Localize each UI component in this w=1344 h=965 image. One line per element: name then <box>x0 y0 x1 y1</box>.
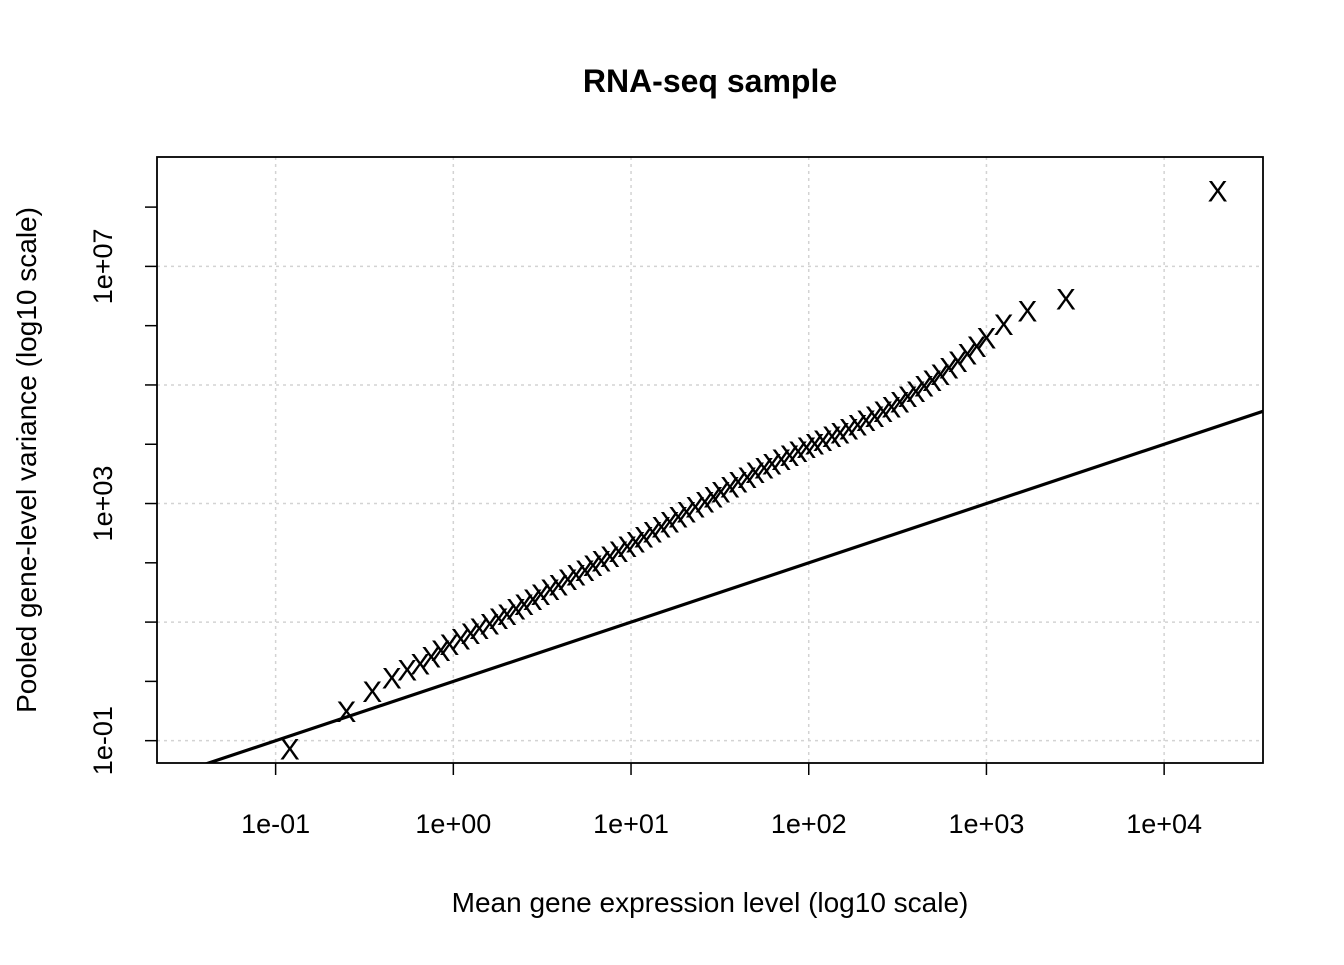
data-point: X <box>506 593 526 626</box>
data-point: X <box>796 432 816 465</box>
data-point: X <box>865 401 885 434</box>
data-point: X <box>591 546 611 579</box>
y-tick-label: 1e+07 <box>88 228 118 304</box>
y-tick-label: 1e+03 <box>88 466 118 542</box>
data-point: X <box>788 436 808 469</box>
data-point: X <box>685 492 705 525</box>
data-point: X <box>930 359 950 392</box>
x-axis-label: Mean gene expression level (log10 scale) <box>452 887 969 918</box>
reference-line-layer <box>203 409 1263 763</box>
data-point: X <box>695 487 715 520</box>
data-points: XXX XXXXXXXXXXXXXXXXXXXXXXXXXXXXXXXXXXXXX… <box>280 175 1228 766</box>
data-point: X <box>634 522 654 555</box>
data-point: X <box>890 386 910 419</box>
data-point: X <box>280 733 300 766</box>
data-point: X <box>558 564 578 597</box>
data-point: X <box>881 391 901 424</box>
data-point: X <box>914 371 934 404</box>
data-point: X <box>461 618 481 651</box>
data-point: X <box>1056 284 1076 317</box>
data-point: X <box>906 376 926 409</box>
data-point: X <box>771 444 791 477</box>
data-point: X <box>617 531 637 564</box>
data-point: X <box>873 396 893 429</box>
data-point: X <box>608 536 628 569</box>
data-point: X <box>439 629 459 662</box>
data-point: X <box>745 457 765 490</box>
data-point: X <box>957 339 977 372</box>
data-point: X <box>489 603 509 636</box>
y-axis: 1e-01 1e+03 1e+07 <box>88 206 157 775</box>
data-point: X <box>813 425 833 458</box>
data-point: X <box>939 353 959 386</box>
data-point: X <box>805 429 825 462</box>
data-point: X <box>676 497 696 530</box>
data-point: X <box>703 481 723 514</box>
data-point: X <box>711 477 731 510</box>
data-point: X <box>922 365 942 398</box>
data-point: X <box>737 462 757 495</box>
data-point: X <box>994 309 1014 342</box>
data-point: X <box>548 569 568 602</box>
data-point: X <box>762 448 782 481</box>
data-point: X <box>898 381 918 414</box>
plot-frame <box>156 156 1264 764</box>
data-point: X <box>431 635 451 668</box>
data-point: X <box>1208 175 1228 208</box>
y-tick-label: 1e-01 <box>88 706 118 775</box>
data-point: X <box>583 550 603 583</box>
data-point: X <box>668 501 688 534</box>
data-point: X <box>575 555 595 588</box>
data-point: X <box>626 527 646 560</box>
x-tick-label: 1e+00 <box>415 809 491 839</box>
x-tick-label: 1e+03 <box>949 809 1025 839</box>
data-point: X <box>839 413 859 446</box>
x-tick-label: 1e+02 <box>771 809 847 839</box>
data-point: X <box>728 467 748 500</box>
data-point: X <box>642 516 662 549</box>
reference-line <box>203 409 1263 763</box>
data-point: X <box>336 696 356 729</box>
data-point: X <box>531 579 551 612</box>
data-point: X <box>497 599 517 632</box>
data-point: X <box>830 417 850 450</box>
x-tick-label: 1e-01 <box>241 809 310 839</box>
grid <box>157 157 1263 763</box>
y-axis-label: Pooled gene-level variance (log10 scale) <box>11 207 42 713</box>
data-point: X <box>720 472 740 505</box>
data-point: X <box>847 409 867 442</box>
data-point: X <box>754 453 774 486</box>
data-point: X <box>382 662 402 695</box>
data-point: X <box>397 654 417 687</box>
data-point: X <box>451 623 471 656</box>
chart-title: RNA-seq sample <box>583 63 837 99</box>
data-point: X <box>600 541 620 574</box>
data-point: X <box>480 608 500 641</box>
data-point: X <box>540 574 560 607</box>
data-point: X <box>566 559 586 592</box>
data-point: X <box>976 322 996 355</box>
data-point: X <box>856 405 876 438</box>
x-axis: 1e-01 1e+00 1e+01 1e+02 1e+03 1e+04 <box>241 763 1202 839</box>
x-tick-label: 1e+01 <box>593 809 669 839</box>
data-point: X <box>410 648 430 681</box>
x-tick-label: 1e+04 <box>1126 809 1202 839</box>
data-point: X <box>660 506 680 539</box>
data-point: X <box>523 584 543 617</box>
data-point: X <box>514 589 534 622</box>
data-point: X <box>780 440 800 473</box>
data-point: X <box>822 421 842 454</box>
data-point: X <box>651 511 671 544</box>
data-point: X <box>362 676 382 709</box>
data-point: X <box>1017 296 1037 329</box>
data-point: X <box>469 613 489 646</box>
data-point: X <box>967 331 987 364</box>
data-point: X <box>421 641 441 674</box>
data-point: X <box>948 346 968 379</box>
